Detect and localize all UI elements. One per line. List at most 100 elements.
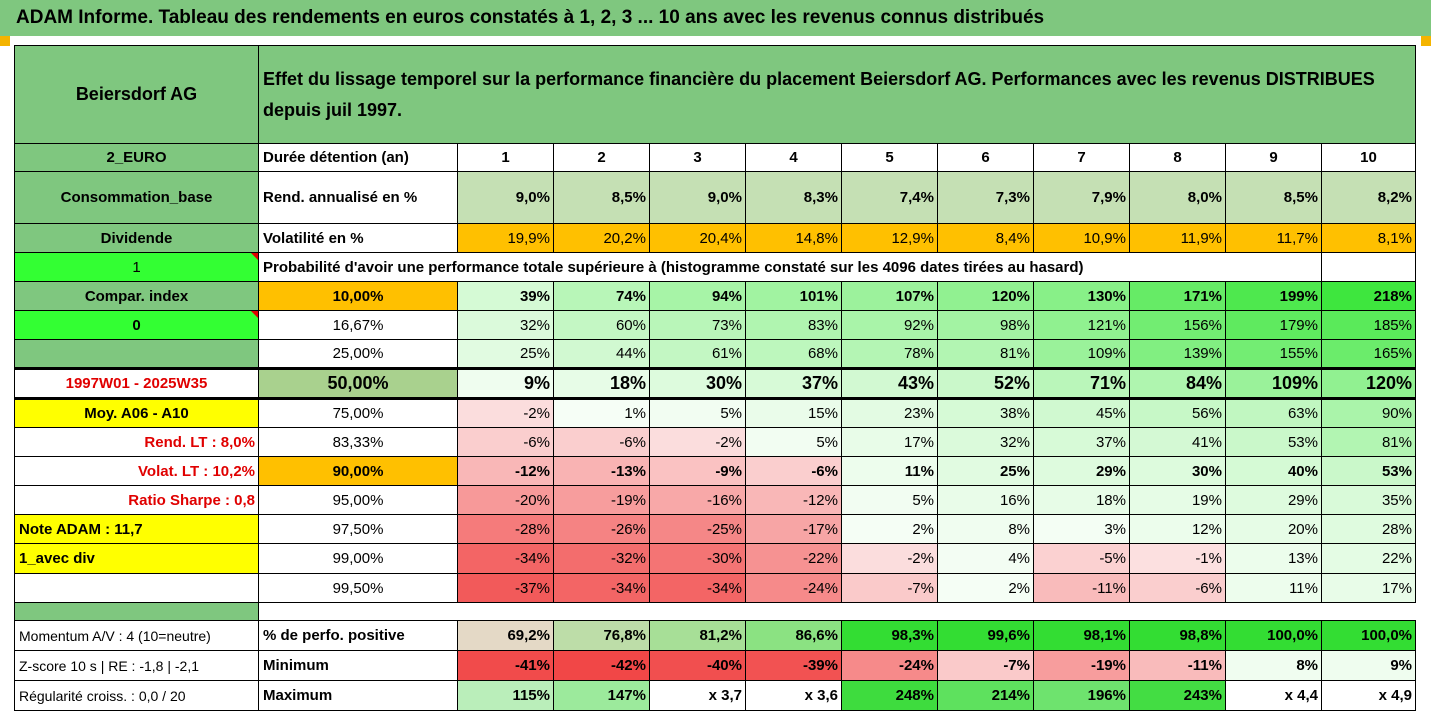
regularity-label: Régularité croiss. : 0,0 / 20: [14, 680, 259, 711]
quantile-performance: 61%: [649, 339, 746, 369]
quantile-performance: 156%: [1129, 310, 1226, 340]
quantile-performance: -34%: [553, 573, 650, 603]
quantile-performance: 2%: [937, 573, 1034, 603]
quantile-performance: -25%: [649, 514, 746, 544]
probability-threshold: 99,00%: [258, 543, 458, 574]
sharpe-ratio: Ratio Sharpe : 0,8: [14, 485, 259, 515]
quantile-performance: 29%: [1033, 456, 1130, 486]
probability-threshold: 25,00%: [258, 339, 458, 369]
quantile-performance: 101%: [745, 281, 842, 311]
maximum-value: x 4,4: [1225, 680, 1322, 711]
volatility-value: 10,9%: [1033, 223, 1130, 253]
maximum-value: 147%: [553, 680, 650, 711]
quantile-performance: 29%: [1225, 485, 1322, 515]
quantile-performance: 38%: [937, 398, 1034, 428]
quantile-performance: 218%: [1321, 281, 1416, 311]
quantile-performance: 18%: [553, 367, 650, 400]
minimum-value: -11%: [1129, 650, 1226, 681]
volatility-value: 20,2%: [553, 223, 650, 253]
quantile-performance: 22%: [1321, 543, 1416, 574]
quantile-performance: 53%: [1225, 427, 1322, 457]
maximum-value: x 3,7: [649, 680, 746, 711]
quantile-performance: 11%: [841, 456, 938, 486]
corner-marker-right: [1421, 36, 1431, 46]
positive-perf-value: 86,6%: [745, 620, 842, 651]
minimum-value: -24%: [841, 650, 938, 681]
minimum-value: -40%: [649, 650, 746, 681]
quantile-performance: 4%: [937, 543, 1034, 574]
probability-threshold: 50,00%: [258, 367, 458, 400]
year-header: 9: [1225, 143, 1322, 172]
annual-return-value: 7,9%: [1033, 171, 1130, 224]
volatility-value: 12,9%: [841, 223, 938, 253]
quantile-performance: -9%: [649, 456, 746, 486]
flag-one: 1: [14, 252, 259, 282]
with-dividend-label: 1_avec div: [14, 543, 259, 574]
spacer-gap: [259, 603, 1416, 621]
quantile-performance: -17%: [745, 514, 842, 544]
probability-threshold: 16,67%: [258, 310, 458, 340]
quantile-performance: 165%: [1321, 339, 1416, 369]
quantile-performance: 185%: [1321, 310, 1416, 340]
quantile-performance: 78%: [841, 339, 938, 369]
positive-perf-value: 100,0%: [1225, 620, 1322, 651]
quantile-performance: 20%: [1225, 514, 1322, 544]
volatility-value: 20,4%: [649, 223, 746, 253]
quantile-performance: 16%: [937, 485, 1034, 515]
minimum-value: -42%: [553, 650, 650, 681]
quantile-performance: 9%: [457, 367, 554, 400]
volatility-value: 8,4%: [937, 223, 1034, 253]
long-term-volatility: Volat. LT : 10,2%: [14, 456, 259, 486]
report-title: ADAM Informe. Tableau des rendements en …: [0, 0, 1431, 36]
year-header: 3: [649, 143, 746, 172]
empty-cell: [1321, 252, 1416, 282]
positive-perf-value: 98,3%: [841, 620, 938, 651]
quantile-performance: -2%: [457, 398, 554, 428]
positive-perf-value: 81,2%: [649, 620, 746, 651]
quantile-performance: 120%: [937, 281, 1034, 311]
probability-caption: Probabilité d'avoir une performance tota…: [258, 252, 1322, 282]
sector-label: Consommation_base: [14, 171, 259, 224]
currency-label: 2_EURO: [14, 143, 259, 172]
period-label: 1997W01 - 2025W35: [14, 367, 259, 400]
quantile-performance: 45%: [1033, 398, 1130, 428]
quantile-performance: 121%: [1033, 310, 1130, 340]
long-term-return: Rend. LT : 8,0%: [14, 427, 259, 457]
quantile-performance: 37%: [1033, 427, 1130, 457]
quantile-performance: -6%: [553, 427, 650, 457]
quantile-performance: 179%: [1225, 310, 1322, 340]
maximum-value: 196%: [1033, 680, 1130, 711]
positive-perf-value: 98,8%: [1129, 620, 1226, 651]
quantile-performance: -19%: [553, 485, 650, 515]
compar-index-label: Compar. index: [14, 281, 259, 311]
annual-return-value: 9,0%: [457, 171, 554, 224]
maximum-value: x 4,9: [1321, 680, 1416, 711]
quantile-performance: -2%: [841, 543, 938, 574]
positive-perf-value: 99,6%: [937, 620, 1034, 651]
probability-threshold: 99,50%: [258, 573, 458, 603]
quantile-performance: 5%: [745, 427, 842, 457]
quantile-performance: 56%: [1129, 398, 1226, 428]
maximum-value: 115%: [457, 680, 554, 711]
quantile-performance: 107%: [841, 281, 938, 311]
quantile-performance: 13%: [1225, 543, 1322, 574]
probability-threshold: 83,33%: [258, 427, 458, 457]
quantile-performance: 30%: [1129, 456, 1226, 486]
positive-perf-value: 69,2%: [457, 620, 554, 651]
quantile-performance: 98%: [937, 310, 1034, 340]
quantile-performance: 81%: [937, 339, 1034, 369]
quantile-performance: 44%: [553, 339, 650, 369]
quantile-performance: 39%: [457, 281, 554, 311]
quantile-performance: -30%: [649, 543, 746, 574]
quantile-performance: 68%: [745, 339, 842, 369]
quantile-performance: 17%: [841, 427, 938, 457]
volatility-value: 11,9%: [1129, 223, 1226, 253]
year-header: 2: [553, 143, 650, 172]
quantile-performance: -28%: [457, 514, 554, 544]
maximum-value: 214%: [937, 680, 1034, 711]
quantile-performance: 5%: [841, 485, 938, 515]
flag-zero: 0: [14, 310, 259, 340]
annual-return-value: 8,3%: [745, 171, 842, 224]
year-header: 5: [841, 143, 938, 172]
quantile-performance: 94%: [649, 281, 746, 311]
